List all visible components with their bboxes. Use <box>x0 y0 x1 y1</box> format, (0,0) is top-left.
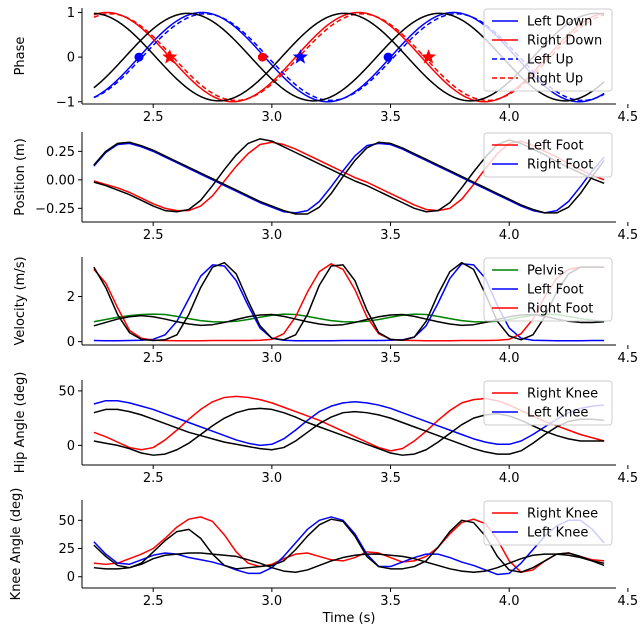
y-axis-label: Velocity (m/s) <box>13 256 28 345</box>
y-tick-label: 0 <box>67 570 75 585</box>
event-circle-marker <box>134 52 144 62</box>
legend-box <box>483 380 613 426</box>
y-tick-label: 0.00 <box>46 173 75 188</box>
event-circle-marker <box>383 52 393 62</box>
x-tick-label: 2.5 <box>143 228 164 243</box>
x-tick-label: 3.5 <box>380 594 401 609</box>
panel-1: 2.5 3.0 3.5 4.0 4.5 −1 0 1 Phase Left Down Right D… <box>13 6 638 125</box>
y-tick-label: 1 <box>67 6 75 21</box>
x-tick-label: 4.0 <box>499 110 520 125</box>
y-tick-label: 25 <box>58 542 75 557</box>
legend-box <box>483 8 613 92</box>
legend-box <box>483 500 613 546</box>
event-circle-marker <box>257 52 267 62</box>
legend-label: Left Knee <box>527 406 588 421</box>
legend-label: Left Down <box>527 15 592 30</box>
legend-label: Right Foot <box>527 158 593 173</box>
series-line-right-foot <box>93 263 605 342</box>
x-tick-label: 4.5 <box>618 471 639 486</box>
series-line-left-up <box>93 13 605 102</box>
y-tick-label: 0 <box>67 439 75 454</box>
y-tick-label: −1 <box>56 95 75 110</box>
legend-label: Pelvis <box>527 264 564 279</box>
x-tick-label: 4.0 <box>499 471 520 486</box>
series-line-left-knee <box>93 399 605 447</box>
legend-label: Left Foot <box>527 139 584 154</box>
legend-label: Right Foot <box>527 302 593 317</box>
panel-3: 2.5 3.0 3.5 4.0 4.5 0 2 Velocity (m/s) Pelvis Lef… <box>13 256 638 366</box>
x-tick-label: 2.5 <box>143 351 164 366</box>
x-tick-label: 3.5 <box>380 110 401 125</box>
x-tick-label: 4.5 <box>618 228 639 243</box>
y-tick-label: −0.25 <box>35 202 75 217</box>
x-tick-label: 4.0 <box>499 228 520 243</box>
series-line-right-knee <box>93 516 605 573</box>
x-tick-label: 3.0 <box>262 110 283 125</box>
x-tick-label: 3.0 <box>262 471 283 486</box>
y-axis-label: Position (m) <box>13 138 28 216</box>
legend: Right Knee Left Knee <box>483 500 613 546</box>
legend-label: Right Knee <box>527 507 598 522</box>
x-tick-label: 3.0 <box>262 351 283 366</box>
x-axis-label: Time (s) <box>322 611 376 626</box>
legend: Right Knee Left Knee <box>483 380 613 426</box>
legend-label: Right Up <box>527 72 583 87</box>
legend-box <box>483 132 613 178</box>
legend-box <box>483 257 613 322</box>
y-tick-label: 50 <box>58 514 75 529</box>
legend: Pelvis Left Foot Right Foot <box>483 257 613 322</box>
x-tick-label: 2.5 <box>143 594 164 609</box>
x-tick-label: 4.5 <box>618 110 639 125</box>
panel-5: 2.5 3.0 3.5 4.0 4.5 0 25 50 Knee Angle (deg) Time… <box>9 488 638 626</box>
series-line-reference <box>93 408 605 455</box>
y-axis-label: Phase <box>13 37 28 76</box>
x-tick-label: 3.5 <box>380 471 401 486</box>
series-line-right-foot <box>93 142 605 214</box>
x-tick-label: 4.5 <box>618 351 639 366</box>
y-axis-label: Knee Angle (deg) <box>9 488 24 601</box>
y-tick-label: 2 <box>67 290 75 305</box>
y-tick-label: 0.25 <box>46 145 75 160</box>
legend: Left Down Right Down Left Up Right Up <box>483 8 613 92</box>
y-tick-label: 50 <box>58 384 75 399</box>
y-tick-label: 0 <box>67 51 75 66</box>
panel-2: 2.5 3.0 3.5 4.0 4.5 −0.25 0.00 0.25 Position (m)… <box>13 132 638 243</box>
legend: Left Foot Right Foot <box>483 132 613 178</box>
x-tick-label: 3.0 <box>262 228 283 243</box>
x-tick-label: 3.5 <box>380 228 401 243</box>
x-tick-label: 4.0 <box>499 351 520 366</box>
legend-label: Left Up <box>527 53 573 68</box>
panel-4: 2.5 3.0 3.5 4.0 4.5 0 50 Hip Angle (deg) Right K… <box>13 372 638 486</box>
y-tick-label: 0 <box>67 335 75 350</box>
legend-label: Left Knee <box>527 526 588 541</box>
legend-label: Right Knee <box>527 387 598 402</box>
series-line-reference <box>93 261 605 342</box>
x-tick-label: 3.5 <box>380 351 401 366</box>
x-tick-label: 4.5 <box>618 594 639 609</box>
event-star-marker <box>162 49 178 64</box>
legend-label: Left Foot <box>527 283 584 298</box>
series-line-left-foot <box>93 263 605 342</box>
x-tick-label: 3.0 <box>262 594 283 609</box>
series-line-reference <box>93 518 605 573</box>
event-star-marker <box>292 49 308 64</box>
x-tick-label: 2.5 <box>143 471 164 486</box>
series-line-reference <box>93 141 605 215</box>
y-axis-label: Hip Angle (deg) <box>13 372 28 474</box>
x-tick-label: 2.5 <box>143 110 164 125</box>
series-line-reference <box>93 552 605 573</box>
legend-label: Right Down <box>527 34 602 49</box>
event-star-marker <box>420 49 437 64</box>
x-tick-label: 4.0 <box>499 594 520 609</box>
